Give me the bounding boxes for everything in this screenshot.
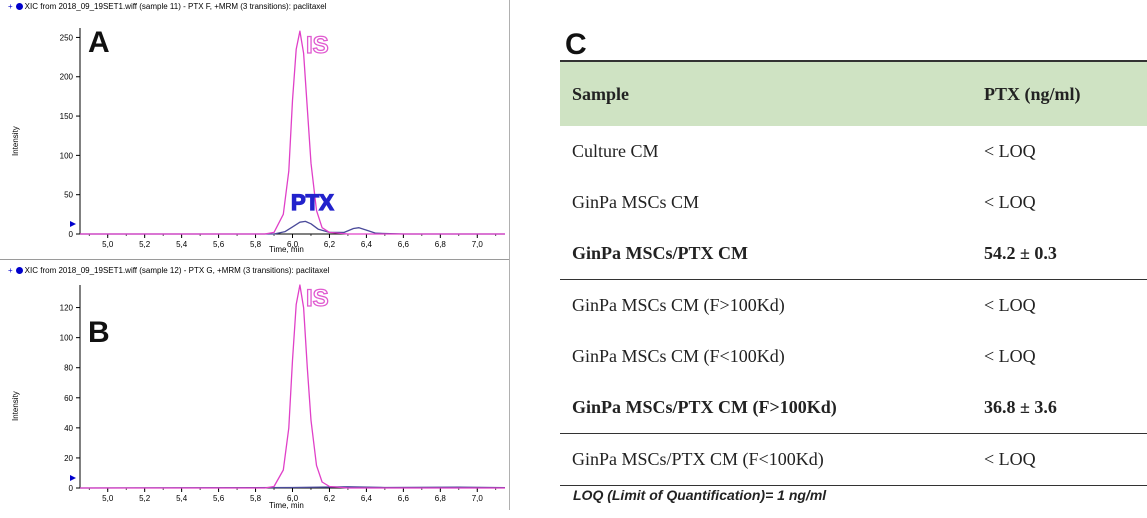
chart-a-y-tick-label: 150 (60, 112, 74, 121)
chart-a-title: XIC from 2018_09_19SET1.wiff (sample 11)… (24, 2, 327, 11)
chart-b-y-tick-label: 80 (64, 364, 73, 373)
cell-ptx: < LOQ (984, 141, 1036, 161)
panel-letter-b: B (88, 316, 110, 349)
peak-label-is-b: IS (305, 284, 329, 312)
chart-b-x-tick-label: 6,8 (435, 494, 447, 503)
chart-a-x-tick-label: 6,8 (435, 240, 447, 249)
cell-sample: GinPa MSCs CM (F>100Kd) (572, 295, 785, 315)
peak-label-is-a: IS (305, 31, 329, 59)
chart-a-x-tick-label: 5,0 (102, 240, 114, 249)
chart-b-y-tick-label: 120 (60, 304, 74, 313)
chart-b-x-tick-label: 6,2 (324, 494, 336, 503)
chart-b-y-tick-label: 100 (60, 334, 74, 343)
chart-a-x-tick-label: 6,2 (324, 240, 336, 249)
cell-ptx: < LOQ (984, 433, 1147, 486)
chart-a-y-tick-label: 100 (60, 151, 74, 160)
chart-b-series-is (80, 284, 505, 489)
chart-a-x-tick-label: 5,4 (176, 240, 188, 249)
chart-a-x-tick-label: 5,2 (139, 240, 151, 249)
chart-a-x-tick-label: 6,6 (398, 240, 410, 249)
chart-a-y-tick-label: 50 (64, 191, 73, 200)
chart-b-x-tick-label: 7,0 (472, 494, 484, 503)
cell-sample: GinPa MSCs/PTX CM (560, 228, 984, 280)
chart-b-x-tick-label: 6,0 (287, 494, 299, 503)
column-header-sample: Sample (560, 60, 984, 126)
table-row: GinPa MSCs CM (F>100Kd) < LOQ (560, 280, 1147, 332)
cell-sample: GinPa MSCs/PTX CM (F<100Kd) (560, 433, 984, 486)
cell-ptx: 36.8 ± 3.6 (984, 382, 1147, 434)
table-header-row: Sample PTX (ng/ml) (560, 60, 1147, 126)
chart-panel-a: 0 50 100 150 200 250 5,0 5,2 5,4 5,6 5,8 6,0 6,2 6,4 6… (0, 0, 510, 255)
table-row: Culture CM < LOQ (560, 126, 1147, 177)
chart-b-x-tick-label: 5,2 (139, 494, 151, 503)
cell-ptx: 54.2 ± 0.3 (984, 228, 1147, 280)
chart-b-y-tick-label: 40 (64, 424, 73, 433)
panel-letter-c: C (565, 28, 587, 61)
table-row: GinPa MSCs/PTX CM (F<100Kd) < LOQ (560, 433, 1147, 486)
chart-b-x-tick-label: 5,4 (176, 494, 188, 503)
chart-b-svg: 0 20 40 60 80 100 120 5,0 5,2 5,4 5,6 5,8 6,0 6,2 6,4 6… (60, 284, 506, 503)
chart-a-series-is (80, 30, 505, 235)
chart-a-series-ptx (80, 220, 505, 235)
chart-a-ylabel: Intensity (11, 126, 20, 156)
peak-label-ptx-a: PTX (290, 189, 334, 215)
cell-sample: GinPa MSCs/PTX CM (F>100Kd) (560, 382, 984, 434)
series-dot-icon (15, 3, 23, 10)
chart-b-x-tick-label: 5,8 (250, 494, 262, 503)
chart-b-x-tick-label: 6,4 (361, 494, 373, 503)
chart-a-x-tick-label: 5,8 (250, 240, 262, 249)
table-row: GinPa MSCs/PTX CM 54.2 ± 0.3 (560, 228, 1147, 280)
table-row: GinPa MSCs/PTX CM (F>100Kd) 36.8 ± 3.6 (560, 382, 1147, 434)
chart-a-baseline-marker-icon (70, 221, 76, 227)
chart-b-y-tick-label: 60 (64, 394, 73, 403)
table-footnote: LOQ (Limit of Quantification)= 1 ng/ml (573, 487, 827, 503)
chart-a-y-tick-label: 0 (69, 230, 74, 239)
chart-b-ylabel: Intensity (11, 391, 20, 421)
chart-b-title: XIC from 2018_09_19SET1.wiff (sample 12)… (24, 266, 330, 275)
chart-a-x-tick-label: 6,0 (287, 240, 299, 249)
chart-a-title-row: + XIC from 2018_09_19SET1.wiff (sample 11… (8, 2, 327, 11)
chart-b-x-tick-label: 6,6 (398, 494, 410, 503)
cell-ptx: < LOQ (984, 192, 1036, 212)
series-dot-icon (15, 267, 23, 274)
chart-frame-edge (509, 0, 510, 510)
chart-a-x-tick-label: 7,0 (472, 240, 484, 249)
chart-a-y-tick-label: 200 (60, 73, 74, 82)
chart-b-x-tick-label: 5,0 (102, 494, 114, 503)
table-row: GinPa MSCs CM (F<100Kd) < LOQ (560, 331, 1147, 382)
chart-a-x-tick-label: 5,6 (213, 240, 225, 249)
chart-a-svg: 0 50 100 150 200 250 5,0 5,2 5,4 5,6 5,8 6,0 6,2 6,4 6… (60, 28, 505, 249)
table-row: GinPa MSCs CM < LOQ (560, 177, 1147, 228)
cell-sample: GinPa MSCs CM (F<100Kd) (572, 346, 785, 366)
chart-b-x-tick-label: 5,6 (213, 494, 225, 503)
chart-a-x-tick-label: 6,4 (361, 240, 373, 249)
chart-a-y-tick-label: 250 (60, 33, 74, 42)
chart-b-y-tick-label: 0 (69, 484, 74, 493)
chart-a-xlabel: Time, min (269, 245, 304, 254)
chart-b-xlabel: Time, min (269, 501, 304, 510)
column-header-ptx: PTX (ng/ml) (984, 60, 1147, 126)
chart-panel-b: 0 20 40 60 80 100 120 5,0 5,2 5,4 5,6 5,8 6,0 6,2 6,4 6… (0, 263, 510, 518)
chart-b-baseline-marker-icon (70, 475, 76, 481)
cell-sample: Culture CM (572, 141, 659, 161)
cell-ptx: < LOQ (984, 295, 1036, 315)
results-table: Sample PTX (ng/ml) Culture CM < LOQ GinPa… (560, 60, 1147, 486)
expand-icon[interactable]: + (8, 2, 13, 11)
chart-b-title-row: + XIC from 2018_09_19SET1.wiff (sample 12… (8, 266, 329, 275)
expand-icon[interactable]: + (8, 266, 13, 275)
cell-ptx: < LOQ (984, 346, 1036, 366)
cell-sample: GinPa MSCs CM (572, 192, 700, 212)
panel-divider (0, 259, 510, 260)
panel-letter-a: A (88, 26, 110, 59)
chart-b-y-tick-label: 20 (64, 454, 73, 463)
